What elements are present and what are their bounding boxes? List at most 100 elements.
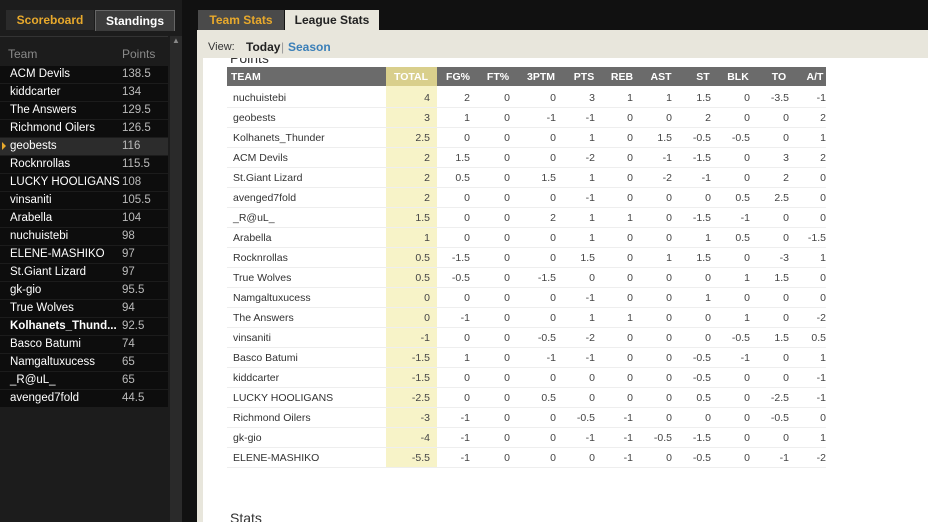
tab-team-stats[interactable]: Team Stats bbox=[198, 10, 284, 30]
stat-cell: -1.5 bbox=[692, 432, 711, 444]
standing-row[interactable] bbox=[0, 264, 168, 281]
stat-cell: 0 bbox=[627, 272, 633, 284]
standing-row[interactable] bbox=[0, 120, 168, 137]
team-points: 108 bbox=[122, 176, 142, 188]
stat-cell: 0 bbox=[820, 192, 826, 204]
team-name: ACM Devils bbox=[10, 68, 71, 80]
stat-cell: 0 bbox=[550, 292, 556, 304]
stat-cell: 0 bbox=[666, 272, 672, 284]
team-name: Richmond Oilers bbox=[10, 122, 95, 134]
stat-cell: 0 bbox=[627, 332, 633, 344]
stat-cell: 0 bbox=[464, 212, 470, 224]
stat-cell: -2 bbox=[585, 152, 595, 164]
col-header: Points bbox=[122, 47, 156, 61]
tab-scoreboard[interactable]: Scoreboard bbox=[6, 10, 94, 30]
stat-cell: 2 bbox=[820, 112, 826, 124]
row-line bbox=[227, 407, 826, 408]
team-cell: Kolhanets_Thunder bbox=[233, 132, 325, 144]
standing-row[interactable] bbox=[0, 372, 168, 389]
separator: | bbox=[281, 40, 285, 54]
stat-cell: 0 bbox=[550, 132, 556, 144]
stat-cell: -1.5 bbox=[807, 232, 826, 244]
stat-cell: -1 bbox=[585, 352, 595, 364]
standing-row[interactable] bbox=[0, 138, 168, 155]
stat-cell: -1.5 bbox=[451, 252, 470, 264]
stat-cell: 0 bbox=[504, 332, 510, 344]
view-label: View: bbox=[208, 41, 235, 53]
stat-cell: 1.5 bbox=[696, 92, 711, 104]
stat-cell: 0.5 bbox=[696, 392, 711, 404]
stat-cell: 0.5 bbox=[541, 392, 556, 404]
stat-cell: 0 bbox=[504, 212, 510, 224]
stat-cell: 0 bbox=[504, 372, 510, 384]
stat-cell: -1 bbox=[779, 452, 789, 464]
stat-cell: -0.5 bbox=[692, 372, 711, 384]
stat-cell: 1 bbox=[589, 232, 595, 244]
tab-standings[interactable]: Standings bbox=[95, 10, 175, 31]
stat-cell: -1 bbox=[701, 172, 711, 184]
stat-cell: 0 bbox=[627, 132, 633, 144]
stat-cell: 0 bbox=[783, 132, 789, 144]
stat-cell: 0 bbox=[627, 292, 633, 304]
stat-cell: -3 bbox=[779, 252, 789, 264]
column-header: TEAM bbox=[231, 71, 261, 83]
stat-cell: 0 bbox=[464, 372, 470, 384]
stat-cell: 0 bbox=[627, 152, 633, 164]
standing-row[interactable] bbox=[0, 102, 168, 119]
stat-cell: -1 bbox=[816, 372, 826, 384]
stat-cell: 1.5 bbox=[541, 172, 556, 184]
standing-row[interactable] bbox=[0, 66, 168, 83]
team-cell: kiddcarter bbox=[233, 372, 280, 384]
team-points: 126.5 bbox=[122, 122, 151, 134]
tab-league-stats[interactable]: League Stats bbox=[285, 10, 379, 31]
content: Points Stats bbox=[203, 58, 928, 522]
standing-row[interactable] bbox=[0, 318, 168, 335]
stat-cell: 1 bbox=[464, 352, 470, 364]
row-line bbox=[227, 147, 826, 148]
stat-cell: 0 bbox=[666, 292, 672, 304]
stat-cell: -3.5 bbox=[770, 92, 789, 104]
view-season[interactable]: Season bbox=[288, 40, 331, 54]
standing-row[interactable] bbox=[0, 156, 168, 173]
stat-cell: -2 bbox=[816, 452, 826, 464]
stat-cell: 0 bbox=[504, 412, 510, 424]
stat-cell: -2 bbox=[585, 332, 595, 344]
standing-row[interactable] bbox=[0, 84, 168, 101]
stat-cell: 0 bbox=[504, 172, 510, 184]
team-name: Basco Batumi bbox=[10, 338, 81, 350]
stat-cell: 0 bbox=[820, 272, 826, 284]
standing-row[interactable] bbox=[0, 246, 168, 263]
stat-cell: 0 bbox=[464, 232, 470, 244]
standing-row[interactable] bbox=[0, 390, 168, 407]
view-today[interactable]: Today bbox=[246, 40, 281, 54]
standing-row[interactable] bbox=[0, 174, 168, 191]
standing-row[interactable] bbox=[0, 210, 168, 227]
row-line bbox=[227, 127, 826, 128]
standing-row[interactable] bbox=[0, 354, 168, 371]
stat-cell: 4 bbox=[424, 92, 430, 104]
stat-cell: -1 bbox=[585, 112, 595, 124]
team-cell: vinsaniti bbox=[233, 332, 271, 344]
stat-cell: -1 bbox=[585, 292, 595, 304]
stat-cell: 1 bbox=[589, 312, 595, 324]
standing-row[interactable] bbox=[0, 300, 168, 317]
stat-cell: 0 bbox=[550, 192, 556, 204]
row-line bbox=[227, 267, 826, 268]
team-name: Arabella bbox=[10, 212, 53, 224]
stat-cell: 0 bbox=[627, 392, 633, 404]
standing-row[interactable] bbox=[0, 192, 168, 209]
standing-row[interactable] bbox=[0, 336, 168, 353]
stat-cell: 0 bbox=[589, 272, 595, 284]
standing-row[interactable] bbox=[0, 228, 168, 245]
team-points: 138.5 bbox=[122, 68, 151, 80]
stat-cell: 0 bbox=[550, 92, 556, 104]
team-name: LUCKY HOOLIGANS bbox=[10, 176, 120, 188]
team-cell: Richmond Oilers bbox=[233, 412, 311, 424]
stat-cell: 0 bbox=[550, 372, 556, 384]
table-header-bg bbox=[227, 67, 826, 86]
standing-row[interactable] bbox=[0, 282, 168, 299]
team-points: 97 bbox=[122, 248, 135, 260]
stat-cell: 2 bbox=[424, 172, 430, 184]
stat-cell: 0 bbox=[550, 232, 556, 244]
